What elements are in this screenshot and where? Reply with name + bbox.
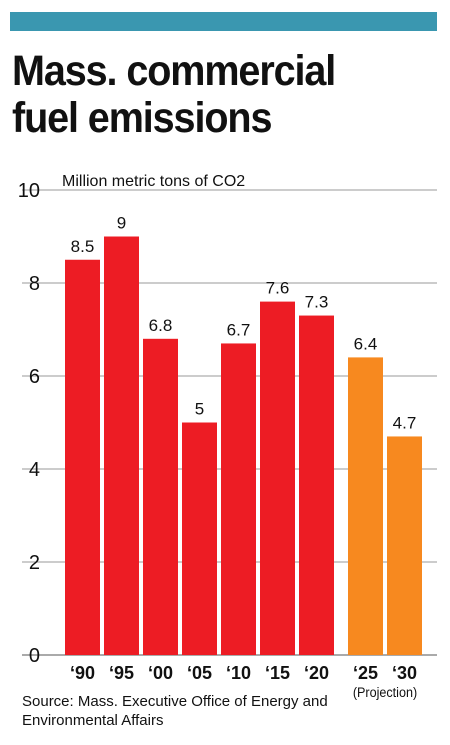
projection-label: (Projection) — [353, 684, 417, 700]
bar-0 — [65, 259, 100, 655]
bar-8 — [387, 436, 422, 655]
bar-3 — [182, 422, 217, 655]
data-label: 5 — [195, 400, 204, 419]
y-axis-tick-labels: 0 2 4 6 8 10 — [18, 180, 40, 667]
x-tick-label: ‘20 — [304, 663, 329, 683]
y-tick-label: 6 — [29, 366, 40, 388]
x-tick-label: ‘25 — [353, 663, 378, 683]
data-label: 8.5 — [71, 237, 95, 256]
x-tick-label: ‘95 — [109, 663, 134, 683]
data-label: 6.8 — [149, 316, 173, 335]
x-tick-label: ‘10 — [226, 663, 251, 683]
data-label: 7.3 — [305, 293, 329, 312]
data-label: 4.7 — [393, 413, 417, 432]
source-note: Source: Mass. Executive Office of Energy… — [22, 693, 328, 729]
bar-6 — [299, 315, 334, 655]
data-label: 6.7 — [227, 320, 251, 339]
bar-1 — [104, 236, 139, 655]
header-accent-bar — [10, 12, 437, 31]
y-axis-label: Million metric tons of CO2 — [62, 173, 245, 190]
x-tick-label: ‘15 — [265, 663, 290, 683]
y-tick-label: 8 — [29, 273, 40, 295]
x-tick-label: ‘00 — [148, 663, 173, 683]
bar-7 — [348, 357, 383, 655]
x-tick-label: ‘30 — [392, 663, 417, 683]
bar-5 — [260, 301, 295, 655]
x-axis-tick-labels: ‘90 ‘95 ‘00 ‘05 ‘10 ‘15 ‘20 ‘25 ‘30 — [70, 663, 417, 683]
x-tick-label: ‘90 — [70, 663, 95, 683]
y-tick-label: 4 — [29, 459, 40, 481]
bars — [65, 236, 422, 655]
chart-title: Mass. commercial fuel emissions — [12, 47, 336, 142]
bar-2 — [143, 338, 178, 655]
data-label: 6.4 — [354, 334, 378, 353]
data-labels: 8.5 9 6.8 5 6.7 7.6 7.3 6.4 4.7 — [71, 214, 417, 433]
bar-4 — [221, 343, 256, 655]
y-tick-label: 0 — [29, 645, 40, 667]
data-label: 7.6 — [266, 279, 290, 298]
data-label: 9 — [117, 214, 126, 233]
y-tick-label: 10 — [18, 180, 40, 202]
y-tick-label: 2 — [29, 552, 40, 574]
x-tick-label: ‘05 — [187, 663, 212, 683]
